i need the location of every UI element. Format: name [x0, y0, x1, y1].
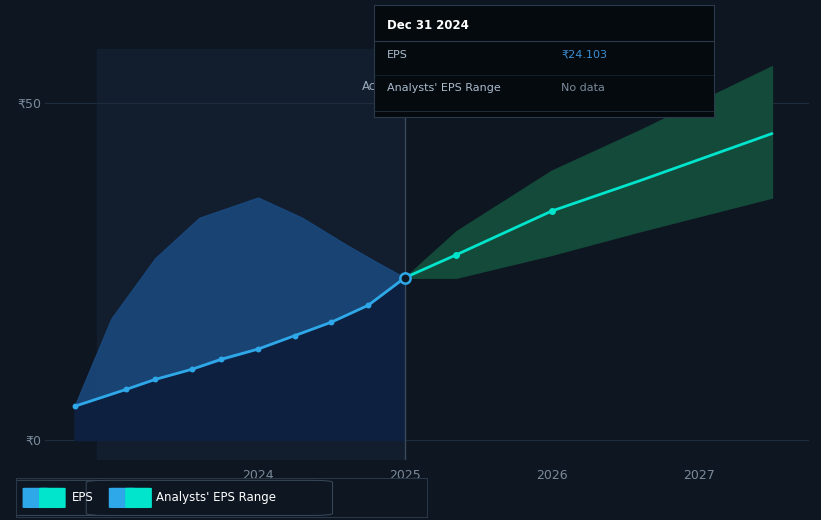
Point [325, 318, 338, 327]
Text: Actual: Actual [362, 80, 399, 93]
Text: ₹24.103: ₹24.103 [561, 50, 607, 60]
Point [545, 207, 558, 215]
Point [149, 375, 162, 384]
Point [251, 345, 264, 353]
Text: Analysts Forecasts: Analysts Forecasts [410, 80, 521, 93]
Text: EPS: EPS [388, 50, 408, 60]
Point [119, 385, 132, 394]
Point [361, 301, 374, 309]
Point [68, 402, 81, 410]
FancyBboxPatch shape [39, 488, 66, 508]
Text: Analysts' EPS Range: Analysts' EPS Range [156, 491, 276, 504]
Text: EPS: EPS [72, 491, 94, 504]
Point [215, 355, 228, 363]
FancyBboxPatch shape [86, 480, 333, 515]
FancyBboxPatch shape [23, 488, 49, 508]
Point [450, 251, 463, 259]
Point [288, 331, 301, 340]
FancyBboxPatch shape [126, 488, 152, 508]
Text: No data: No data [561, 83, 605, 94]
Text: Analysts' EPS Range: Analysts' EPS Range [388, 83, 501, 94]
Text: Dec 31 2024: Dec 31 2024 [388, 19, 469, 32]
Point [186, 365, 199, 373]
Bar [97, 49, 405, 460]
Point [398, 274, 411, 282]
FancyBboxPatch shape [108, 488, 135, 508]
FancyBboxPatch shape [0, 480, 115, 515]
